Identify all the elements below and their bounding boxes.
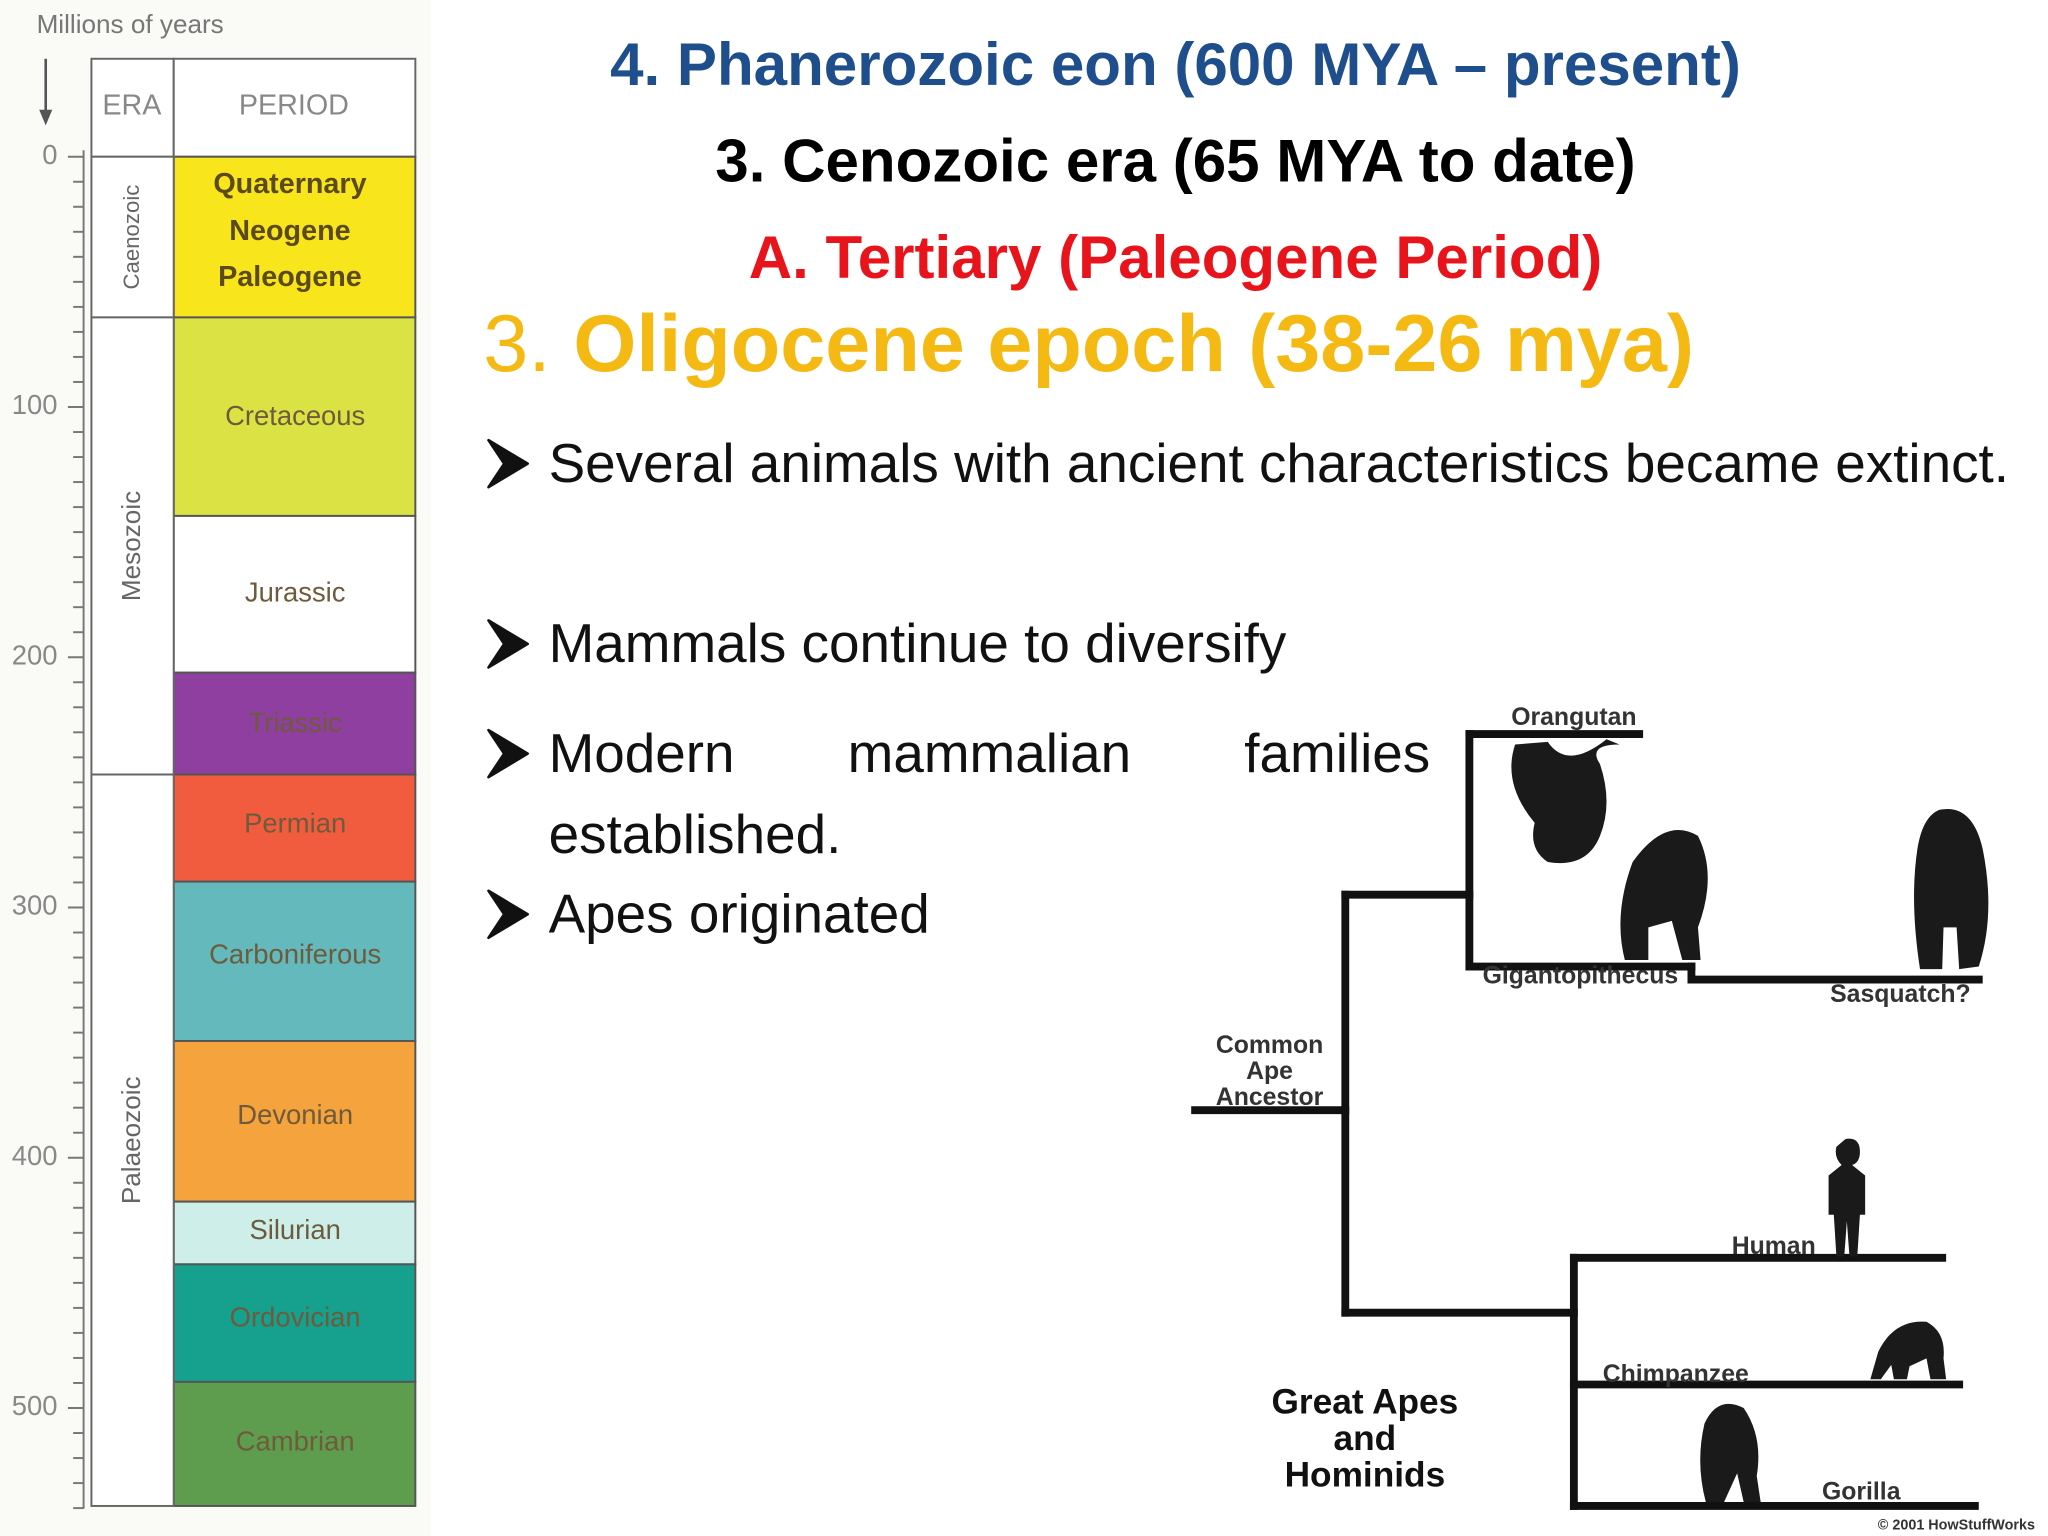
leaf-label: Orangutan xyxy=(1511,704,1636,731)
period-block xyxy=(172,773,417,883)
bullet: Mammals continue to diversify xyxy=(548,612,1287,674)
period-block xyxy=(172,514,417,674)
bullet-arrow xyxy=(487,728,529,779)
period-block xyxy=(172,316,417,517)
period-label: Paleogene xyxy=(218,261,362,293)
scale-tick-label: 200 xyxy=(12,639,58,670)
era-block xyxy=(90,773,175,1507)
group-label: Great Apes xyxy=(1272,1382,1459,1421)
period-label: Cretaceous xyxy=(225,400,365,431)
period-label: Carboniferous xyxy=(209,938,381,969)
eon-heading: 4. Phanerozoic eon (600 MYA – present) xyxy=(610,30,1741,98)
group-label: and xyxy=(1334,1419,1397,1458)
era-heading: 3. Cenozoic era (65 MYA to date) xyxy=(715,126,1636,195)
period-label: Silurian xyxy=(249,1214,340,1245)
scale-tick-label: 100 xyxy=(12,389,58,420)
period-label: Ordovician xyxy=(230,1301,361,1332)
ape-silhouette xyxy=(1511,739,1620,864)
credit: © 2001 HowStuffWorks xyxy=(1878,1517,2035,1533)
era-block xyxy=(90,155,175,319)
scale-tick-label: 400 xyxy=(12,1140,58,1171)
scale-tick-label: 0 xyxy=(42,139,57,170)
leaf-label: Sasquatch? xyxy=(1830,981,1971,1008)
bullet-arrow xyxy=(487,889,529,940)
root-label: Ape xyxy=(1246,1058,1293,1085)
epoch-title: Oligocene epoch (38-26 mya) xyxy=(573,299,1694,390)
leaf-label: Gigantopithecus xyxy=(1483,963,1679,990)
period-label: Devonian xyxy=(237,1099,353,1130)
bullet: Apes originated xyxy=(548,882,930,945)
period-label: Permian xyxy=(244,808,346,839)
header-cell xyxy=(90,57,175,158)
bullet: Several animals with ancient characteris… xyxy=(548,432,2010,494)
leaf-label: Human xyxy=(1732,1233,1816,1260)
bullet-arrow xyxy=(487,438,529,489)
header-cell xyxy=(172,57,417,158)
era-label: Palaeozoic xyxy=(116,1076,146,1204)
scale-tick-label: 500 xyxy=(12,1390,58,1421)
root-label: Common xyxy=(1216,1032,1323,1059)
period-label: Jurassic xyxy=(245,577,346,608)
root-label: Ancestor xyxy=(1216,1084,1324,1111)
period-label: Neogene xyxy=(229,215,350,247)
era-label: Caenozoic xyxy=(119,185,144,290)
group-label: Hominids xyxy=(1285,1456,1446,1495)
axis-arrow-head xyxy=(39,109,53,126)
bullet-arrow xyxy=(487,619,529,669)
epoch-heading: 3. Oligocene epoch (38-26 mya) xyxy=(483,298,1694,391)
bullet: Modern mammalian families established. xyxy=(548,722,1431,865)
period-label: Quaternary xyxy=(213,168,366,200)
period-block xyxy=(172,155,417,319)
ape-silhouette xyxy=(1828,1138,1866,1257)
era-block xyxy=(90,316,175,776)
axis-label: Millions of years xyxy=(37,9,224,39)
ape-silhouette xyxy=(1700,1403,1761,1503)
column-header: PERIOD xyxy=(239,90,349,122)
leaf-label: Chimpanzee xyxy=(1603,1361,1749,1388)
period-block xyxy=(172,1380,417,1507)
period-label: Triassic xyxy=(248,707,341,738)
ape-silhouette xyxy=(1870,1321,1947,1380)
epoch-number: 3. xyxy=(483,299,551,390)
ape-silhouette xyxy=(1914,808,1989,970)
period-label: Cambrian xyxy=(236,1426,355,1457)
leaf-label: Gorilla xyxy=(1822,1478,1901,1505)
era-label: Mesozoic xyxy=(116,491,146,601)
ape-silhouette xyxy=(1620,830,1708,960)
scale-tick-label: 300 xyxy=(12,890,58,921)
column-header: ERA xyxy=(102,90,162,122)
period-heading: A. Tertiary (Paleogene Period) xyxy=(748,223,1603,292)
